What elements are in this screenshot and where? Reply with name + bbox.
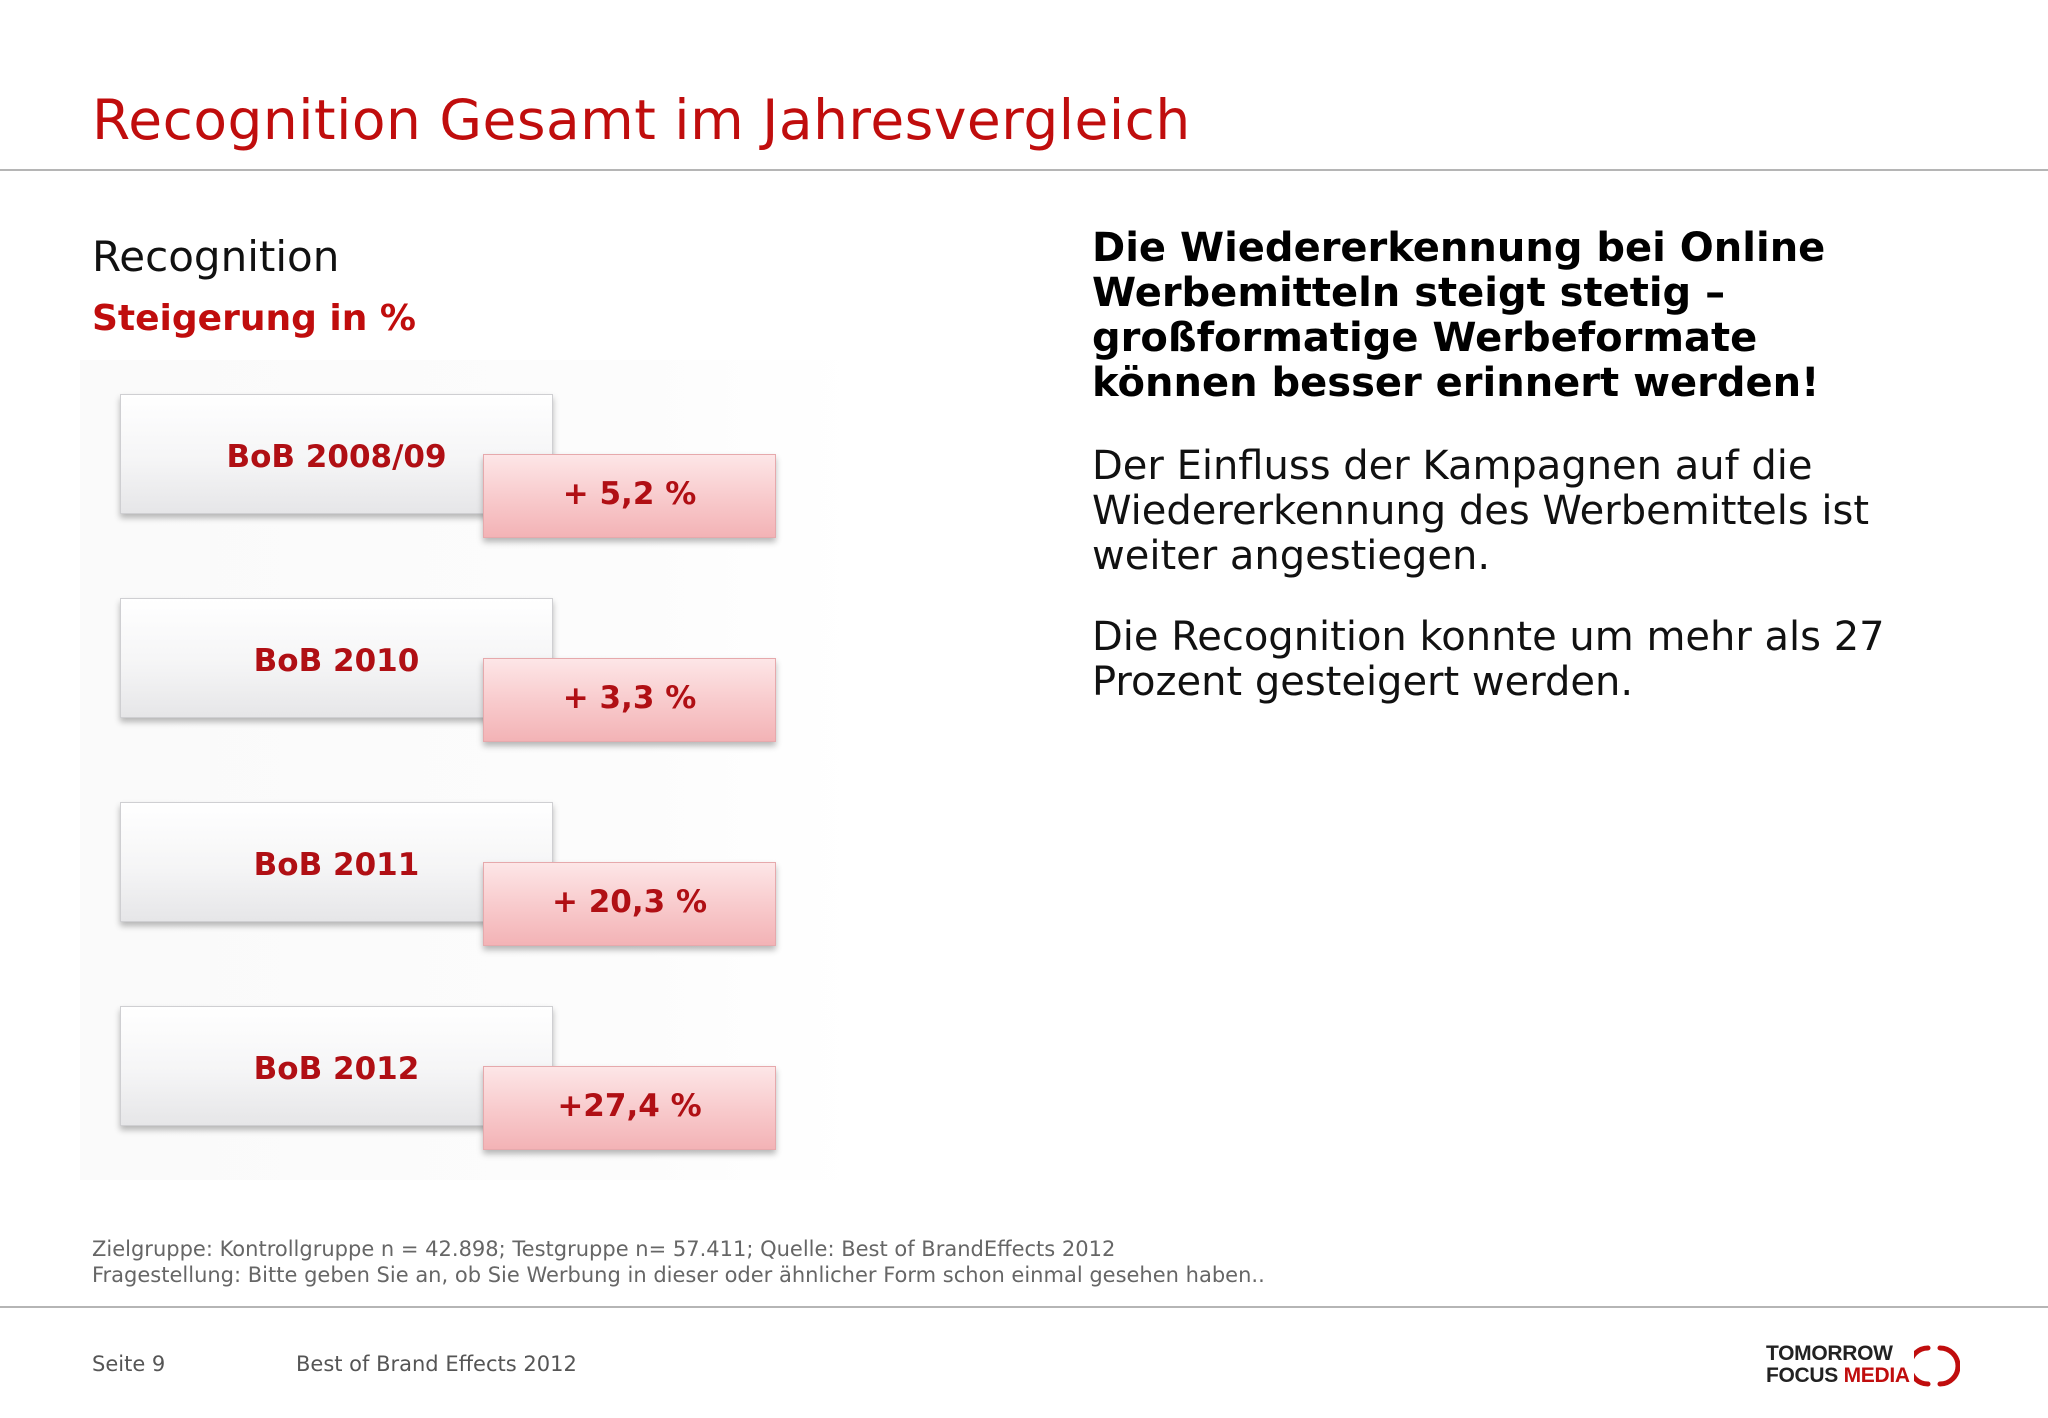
logo-text-focus: FOCUS — [1766, 1364, 1839, 1387]
increase-value-box: + 5,2 % — [483, 454, 776, 538]
year-label: BoB 2010 — [253, 643, 420, 679]
header-divider — [0, 169, 2048, 171]
footer-divider — [0, 1306, 2048, 1308]
increase-value-box: +27,4 % — [483, 1066, 776, 1150]
page-title: Recognition Gesamt im Jahresvergleich — [92, 88, 1191, 152]
summary-paragraph-1: Der Einfluss der Kampagnen auf die Wiede… — [1092, 443, 1870, 579]
increase-value: + 5,2 % — [562, 476, 697, 512]
year-label-box: BoB 2012 — [120, 1006, 553, 1126]
year-label: BoB 2011 — [253, 847, 420, 883]
footnotes: Zielgruppe: Kontrollgruppe n = 42.898; T… — [92, 1236, 1265, 1288]
year-label-box: BoB 2008/09 — [120, 394, 553, 514]
year-label: BoB 2008/09 — [226, 439, 447, 475]
logo-text-line2: FOCUS MEDIA — [1766, 1364, 1910, 1388]
summary-paragraph-2: Die Recognition konnte um mehr als 27 Pr… — [1092, 614, 1885, 705]
increase-value-box: + 3,3 % — [483, 658, 776, 742]
increase-value-box: + 20,3 % — [483, 862, 776, 946]
increase-value: + 20,3 % — [551, 884, 708, 920]
logo-text-line1: TOMORROW — [1766, 1342, 1893, 1365]
page-number: Seite 9 — [92, 1352, 166, 1376]
comparison-row-2010: BoB 2010 + 3,3 % — [120, 598, 776, 743]
comparison-row-2011: BoB 2011 + 20,3 % — [120, 802, 776, 947]
year-label-box: BoB 2010 — [120, 598, 553, 718]
comparison-row-2008-09: BoB 2008/09 + 5,2 % — [120, 394, 776, 539]
company-logo: TOMORROW FOCUS MEDIA — [1766, 1342, 1966, 1390]
footer-title: Best of Brand Effects 2012 — [296, 1352, 577, 1376]
footnote-sample: Zielgruppe: Kontrollgruppe n = 42.898; T… — [92, 1237, 1116, 1261]
year-label-box: BoB 2011 — [120, 802, 553, 922]
logo-text-media: MEDIA — [1843, 1364, 1910, 1387]
logo-bracket-icon — [1914, 1345, 1960, 1387]
year-label: BoB 2012 — [253, 1051, 420, 1087]
summary-text-column: Die Wiedererkennung bei Online Werbemitt… — [1092, 226, 1992, 705]
comparison-row-2012: BoB 2012 +27,4 % — [120, 1006, 776, 1151]
section-subheading: Steigerung in % — [92, 298, 416, 339]
summary-headline: Die Wiedererkennung bei Online Werbemitt… — [1092, 225, 1826, 406]
section-heading: Recognition — [92, 232, 340, 281]
increase-value: +27,4 % — [557, 1088, 702, 1124]
increase-value: + 3,3 % — [562, 680, 697, 716]
footnote-question: Fragestellung: Bitte geben Sie an, ob Si… — [92, 1263, 1265, 1287]
